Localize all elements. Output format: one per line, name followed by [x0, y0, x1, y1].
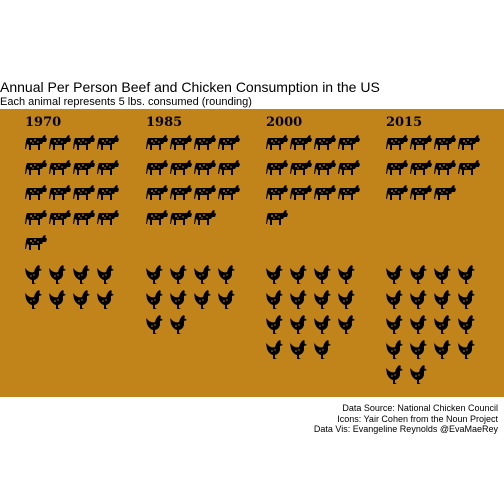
year-label-2000: 2000	[266, 115, 302, 130]
caption-data-source: Data Source: National Chicken Council	[342, 403, 498, 413]
year-label-1970: 1970	[25, 115, 61, 130]
panel-background	[0, 109, 504, 397]
caption-icons-credit: Icons: Yair Cohen from the Noun Project	[337, 413, 498, 424]
chart-title: Annual Per Person Beef and Chicken Consu…	[0, 79, 380, 95]
year-label-2015: 2015	[386, 115, 422, 130]
pictogram-chart: 1970 1985 2000 2015	[0, 109, 504, 397]
year-label-1985: 1985	[146, 115, 182, 130]
chart-subtitle: Each animal represents 5 lbs. consumed (…	[0, 96, 252, 108]
caption-data-vis: Data Vis: Evangeline Reynolds @EvaMaeRey	[313, 424, 498, 434]
captions: Data Source: National Chicken Council Ic…	[314, 403, 498, 435]
